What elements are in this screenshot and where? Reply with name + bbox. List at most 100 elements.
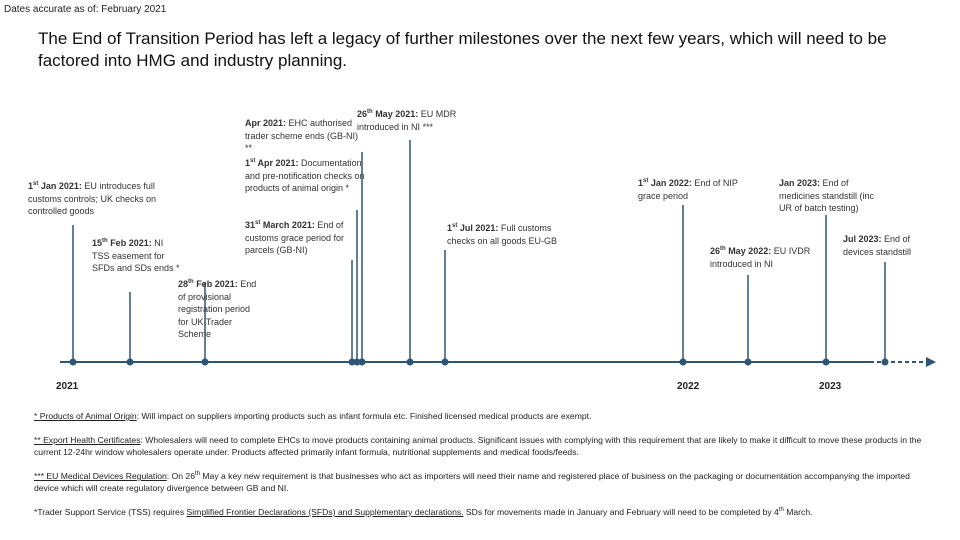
milestone-dot: [744, 358, 752, 366]
milestone-date: Apr 2021:: [245, 118, 286, 128]
milestone-text: End of NIP grace period: [638, 178, 738, 201]
footnote-part: th: [778, 507, 784, 514]
milestone-text: EU introduces full customs controls; UK …: [28, 181, 157, 216]
milestone-dot: [822, 358, 830, 366]
date-suffix: st: [250, 158, 256, 164]
date: Jan 2023:: [779, 178, 821, 188]
milestone-date: 1st Jan 2021:: [28, 181, 82, 191]
footnote-part: * Products of Animal Origin: [34, 411, 137, 421]
milestone-date: Jul 2023:: [843, 234, 882, 244]
date: 28: [178, 279, 189, 289]
milestone-dot: [126, 358, 134, 366]
footnote-part: *Trader Support Service (TSS) requires: [34, 507, 187, 517]
date-suffix: th: [102, 238, 108, 244]
milestone-dot: [358, 358, 366, 366]
footnote-part: May a key new requirement is that busine…: [34, 471, 910, 493]
milestone-text: EHC authorised trader scheme ends (GB-NI…: [245, 118, 359, 153]
milestone: 1st Apr 2021: Documentation and pre-noti…: [245, 157, 370, 195]
footnote: *** EU Medical Devices Regulation: On 26…: [34, 470, 934, 494]
footnote-part: ** Export Health Certificates: [34, 435, 141, 445]
date: 31: [245, 220, 256, 230]
date: 1: [245, 158, 251, 168]
date-rest: May 2022:: [725, 246, 772, 256]
milestone-date: 28th Feb 2021:: [178, 279, 238, 289]
milestone-text: NI TSS easement for SFDs and SDs ends *: [92, 238, 180, 273]
title: The End of Transition Period has left a …: [38, 29, 887, 70]
year-label: 2023: [819, 381, 842, 392]
footnote: ** Export Health Certificates: Wholesale…: [34, 434, 934, 458]
milestone-text: End of medicines standstill (inc UR of b…: [779, 178, 875, 213]
date: 15: [92, 238, 103, 248]
footnote: * Products of Animal Origin: Will impact…: [34, 410, 934, 422]
date: 1: [638, 178, 644, 188]
footnote: *Trader Support Service (TSS) requires S…: [34, 506, 934, 518]
date-rest: May 2021:: [372, 109, 419, 119]
milestone-text: Full customs checks on all goods EU-GB: [447, 223, 558, 246]
milestone-text: EU MDR introduced in NI ***: [357, 109, 457, 132]
date-note: Dates accurate as of: February 2021: [4, 4, 167, 15]
milestone-date: Jan 2023:: [779, 178, 820, 188]
date-suffix: th: [720, 246, 726, 252]
date-rest: March 2021:: [260, 220, 315, 230]
milestone-date: 31st March 2021:: [245, 220, 315, 230]
date-rest: Jan 2022:: [648, 178, 692, 188]
date-rest: Feb 2021:: [107, 238, 152, 248]
milestone-dot: [881, 358, 889, 366]
milestone-date: 15th Feb 2021:: [92, 238, 152, 248]
year-label: 2021: [56, 381, 79, 392]
milestone-dot: [69, 358, 77, 366]
footnote-part: SDs for movements made in January and Fe…: [463, 507, 779, 517]
milestone: 28th Feb 2021: End of provisional regist…: [178, 278, 263, 341]
milestone-text: End of customs grace period for parcels …: [245, 220, 345, 255]
milestone: 1st Jan 2022: End of NIP grace period: [638, 177, 753, 202]
date: 1: [28, 181, 34, 191]
footnote-part: th: [194, 471, 200, 478]
milestone-dot: [201, 358, 209, 366]
milestone-date: 1st Apr 2021:: [245, 158, 299, 168]
milestone-dot: [679, 358, 687, 366]
milestone-dot: [441, 358, 449, 366]
date-rest: Jan 2021:: [38, 181, 82, 191]
milestone-date: 26th May 2021:: [357, 109, 418, 119]
milestone-date: 1st Jul 2021:: [447, 223, 498, 233]
date-rest: Jul 2021:: [457, 223, 499, 233]
milestone-dot: [406, 358, 414, 366]
date: 1: [447, 223, 453, 233]
footnote-part: : Wholesalers will need to complete EHCs…: [34, 435, 922, 457]
footnote-part: : Will impact on suppliers importing pro…: [136, 411, 592, 421]
milestone-text: End of devices standstill: [843, 234, 912, 257]
milestone-dot: [353, 358, 361, 366]
milestone: 31st March 2021: End of customs grace pe…: [245, 219, 367, 257]
milestone: 1st Jan 2021: EU introduces full customs…: [28, 180, 160, 218]
milestone-text: EU IVDR introduced in NI: [710, 246, 811, 269]
date-suffix: th: [188, 279, 194, 285]
footnote-part: Simplified Frontier Declarations (SFDs) …: [186, 507, 464, 517]
date: 26: [357, 109, 368, 119]
axis-arrow: [926, 357, 936, 367]
date-suffix: st: [643, 178, 649, 184]
date: Apr 2021:: [245, 118, 287, 128]
milestone: 1st Jul 2021: Full customs checks on all…: [447, 222, 572, 247]
milestone-text: End of provisional registration period f…: [178, 279, 257, 339]
date: 26: [710, 246, 721, 256]
milestone-date: 26th May 2022:: [710, 246, 771, 256]
milestone-text: Documentation and pre-notification check…: [245, 158, 365, 193]
footnote-part: March.: [783, 507, 813, 517]
milestone: 15th Feb 2021: NI TSS easement for SFDs …: [92, 237, 182, 275]
milestone-dot: [348, 358, 356, 366]
date-rest: Apr 2021:: [255, 158, 299, 168]
year-label: 2022: [677, 381, 700, 392]
milestone: Jan 2023: End of medicines standstill (i…: [779, 177, 879, 215]
footnote-part: *** EU Medical Devices Regulation: [34, 471, 167, 481]
milestone: 26th May 2022: EU IVDR introduced in NI: [710, 245, 825, 270]
milestone: Apr 2021: EHC authorised trader scheme e…: [245, 117, 360, 155]
milestone: Jul 2023: End of devices standstill: [843, 233, 933, 258]
date-suffix: st: [33, 181, 39, 187]
date-suffix: th: [367, 109, 373, 115]
milestone-date: 1st Jan 2022:: [638, 178, 692, 188]
date-suffix: st: [255, 220, 261, 226]
date-rest: Feb 2021:: [193, 279, 238, 289]
date: Jul 2023:: [843, 234, 882, 244]
